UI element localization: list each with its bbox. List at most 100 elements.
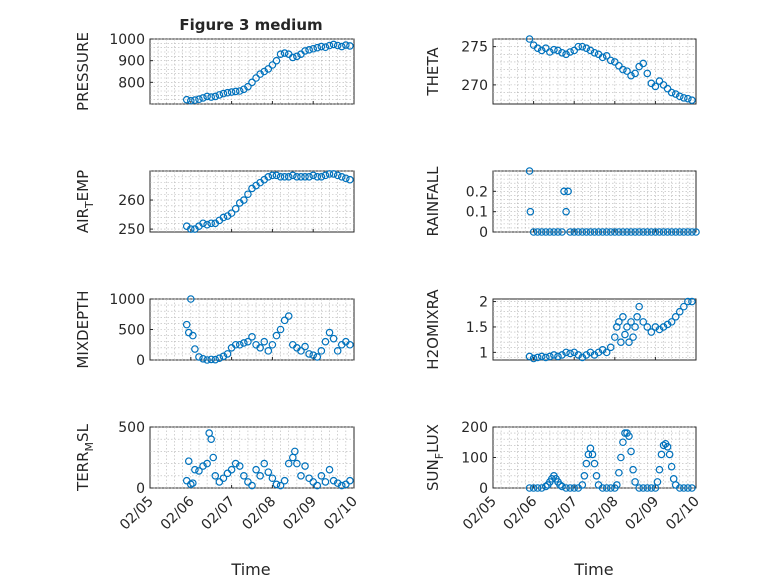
y-tick-label: 1.5 <box>466 320 488 336</box>
data-point <box>639 484 648 492</box>
data-point <box>627 228 635 236</box>
data-point <box>602 348 611 357</box>
data-point <box>688 96 696 104</box>
y-axis-label: MIXDEPTH <box>74 290 92 368</box>
y-tick-label: 0.1 <box>466 205 488 221</box>
y-tick-label: 500 <box>118 323 145 339</box>
data-point <box>346 42 354 50</box>
data-point <box>625 432 633 440</box>
data-point <box>268 61 277 69</box>
axes-box <box>492 38 697 105</box>
data-point <box>276 50 285 58</box>
data-point <box>619 228 627 236</box>
data-point <box>264 468 273 476</box>
data-point <box>187 295 195 303</box>
data-point <box>252 74 260 82</box>
data-point <box>558 48 566 57</box>
data-point <box>643 69 652 78</box>
data-point <box>276 173 285 181</box>
data-point <box>231 204 240 213</box>
subplot-h2omixra: 1 1.5 2 H2OMIXRA <box>424 289 697 370</box>
y-axis-label: TERRMSL <box>74 423 96 492</box>
data-point <box>291 447 299 456</box>
data-point <box>203 459 211 468</box>
data-point <box>659 81 668 89</box>
data-point <box>647 484 656 492</box>
data-point <box>260 337 269 346</box>
data-point <box>606 56 615 65</box>
y-tick-label: 1 <box>479 345 488 361</box>
data-point <box>191 345 199 353</box>
data-point <box>627 71 635 80</box>
data-point <box>288 171 297 180</box>
data-point <box>684 297 692 306</box>
x-tick-label: 02/06 <box>158 493 198 533</box>
x-tick-label: 02/05 <box>460 494 500 534</box>
data-point <box>550 228 558 236</box>
data-point <box>606 343 615 352</box>
data-point <box>667 318 676 326</box>
y-tick-label: 500 <box>118 420 145 436</box>
data-point <box>554 228 562 236</box>
y-tick-label: 0 <box>136 481 145 497</box>
axes-box <box>149 170 355 233</box>
data-point <box>675 307 684 316</box>
y-tick-label: 1000 <box>109 32 145 48</box>
data-point <box>631 228 639 236</box>
data-point <box>562 50 570 59</box>
data-point <box>541 44 550 52</box>
data-point <box>309 44 318 53</box>
data-point <box>598 484 607 492</box>
data-point <box>293 173 301 181</box>
data-point <box>554 352 562 361</box>
y-axis-label: PRESSURE <box>74 32 92 111</box>
data-point <box>586 46 595 55</box>
data-point <box>635 484 643 492</box>
data-point <box>546 228 554 236</box>
data-point <box>321 171 330 180</box>
data-point <box>329 334 338 343</box>
data-point <box>647 228 656 236</box>
data-point <box>231 459 240 468</box>
subplot-theta: 270 275 THETA <box>424 35 697 105</box>
data-point <box>240 339 248 347</box>
data-point <box>199 94 207 102</box>
data-point <box>667 88 676 97</box>
data-point <box>610 333 619 341</box>
data-point <box>219 352 228 361</box>
data-point <box>578 228 587 236</box>
data-point <box>529 228 538 236</box>
data-point <box>227 209 236 217</box>
x-tick-label: 02/05 <box>117 494 157 534</box>
data-point <box>639 228 648 236</box>
data-point <box>187 96 195 105</box>
data-point <box>195 95 203 104</box>
y-tick-label: 0 <box>136 353 145 369</box>
data-point <box>223 350 232 358</box>
data-point <box>550 45 558 54</box>
data-point <box>264 173 273 181</box>
y-tick-label: 900 <box>118 54 145 70</box>
data-point <box>276 481 285 490</box>
data-point <box>570 46 579 55</box>
data-point <box>537 484 546 492</box>
data-point <box>293 52 301 61</box>
x-tick-label: 02/09 <box>622 494 662 534</box>
x-tick-label: 02/08 <box>239 494 279 534</box>
data-point <box>182 320 191 329</box>
data-point <box>625 338 633 347</box>
data-point <box>321 337 330 346</box>
data-point <box>665 450 674 459</box>
data-point <box>325 328 334 337</box>
data-point <box>657 450 666 459</box>
data-point <box>627 318 635 326</box>
data-point <box>209 453 218 462</box>
data-point <box>623 67 631 75</box>
data-point <box>684 94 692 103</box>
data-point <box>187 225 195 233</box>
data-point <box>643 323 652 331</box>
data-point <box>313 481 322 490</box>
data-point <box>659 441 668 450</box>
data-point <box>317 347 326 355</box>
